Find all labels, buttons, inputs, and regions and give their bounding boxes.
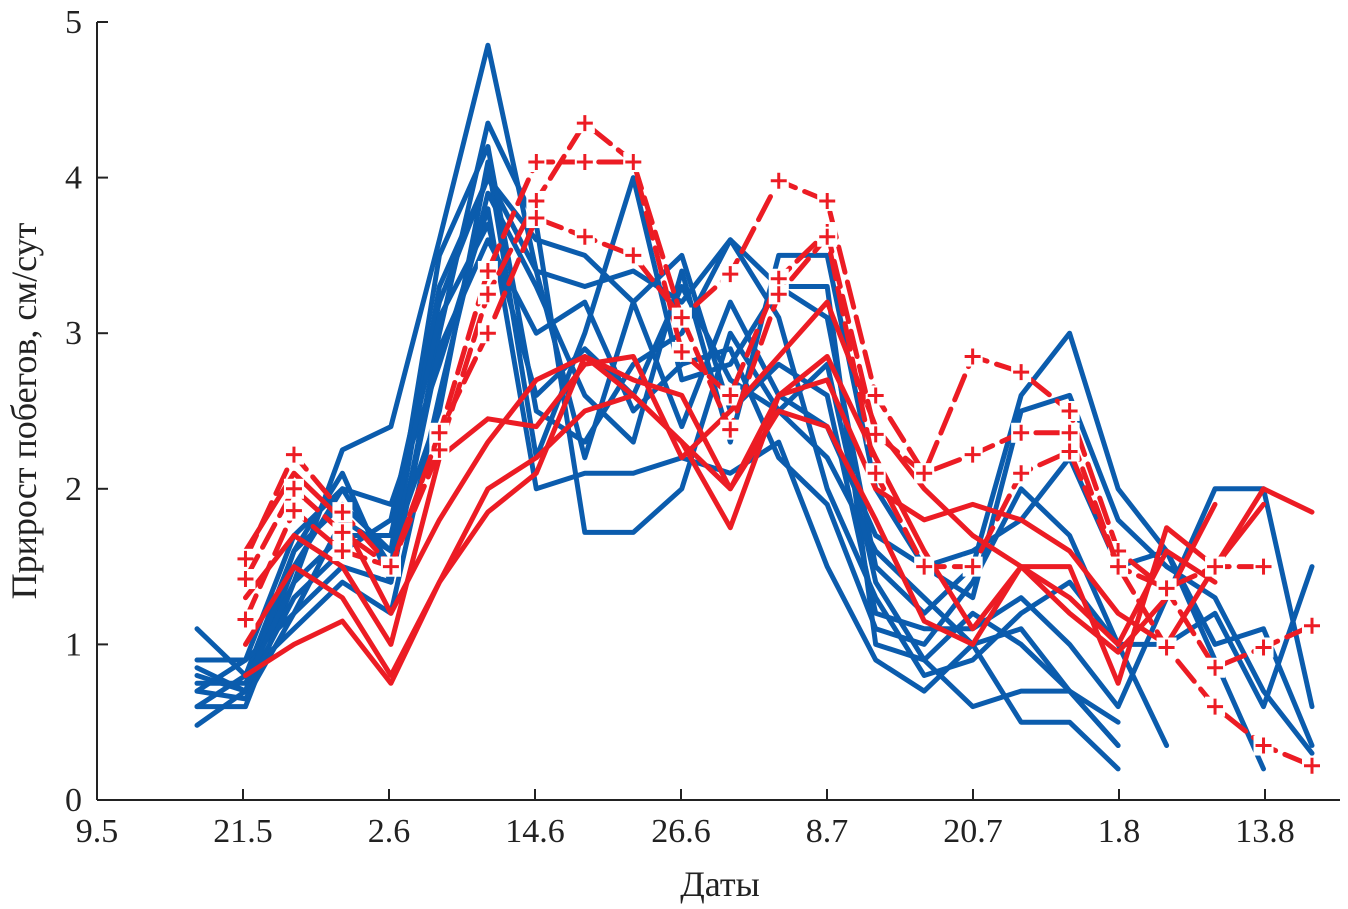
series-blue-6	[194, 144, 1170, 748]
x-tick-label: 8.7	[806, 813, 849, 850]
series-line	[243, 354, 1266, 647]
data-point-marker	[477, 284, 498, 305]
series-line	[194, 159, 1266, 772]
data-point-marker	[283, 500, 304, 521]
data-point-marker	[283, 444, 304, 465]
y-tick-label: 2	[65, 471, 82, 508]
x-tick-label: 2.6	[368, 813, 411, 850]
x-tick-label: 14.6	[505, 813, 565, 850]
data-point-marker	[623, 152, 644, 173]
data-point-marker	[574, 226, 595, 247]
data-point-marker	[1302, 755, 1322, 776]
data-point-marker	[526, 190, 547, 211]
series-line	[243, 299, 1218, 647]
data-point-marker	[1059, 441, 1080, 462]
data-point-marker	[817, 190, 838, 211]
data-point-marker	[914, 556, 935, 577]
y-tick-label: 0	[65, 782, 82, 819]
data-point-marker	[720, 264, 741, 285]
series-red-12	[243, 354, 1266, 647]
x-axis-label: Даты	[680, 864, 760, 904]
data-point-marker	[1011, 463, 1032, 484]
data-point-marker	[283, 478, 304, 499]
data-point-marker	[1253, 637, 1274, 658]
data-point-marker	[429, 422, 450, 443]
y-tick-label: 4	[65, 160, 82, 197]
series-blue-4	[194, 206, 1121, 748]
series-line	[194, 175, 1315, 710]
x-tick-label: 21.5	[213, 813, 273, 850]
x-ticks: 9.5 21.5 2.6 14.6 26.6 8.7 20.7 1.8 13.8	[76, 789, 1295, 850]
series-line	[194, 206, 1121, 748]
series-red-13	[243, 299, 1218, 647]
data-point-marker	[1156, 578, 1177, 599]
data-point-marker	[720, 419, 741, 440]
data-point-marker	[235, 569, 256, 590]
data-point-marker	[526, 208, 547, 229]
series-red-16	[235, 208, 1274, 630]
x-tick-label: 1.8	[1098, 813, 1141, 850]
data-point-marker	[1011, 422, 1032, 443]
plot-area	[194, 42, 1322, 776]
y-ticks: 0 1 2 3 4 5	[65, 4, 108, 819]
data-point-marker	[720, 385, 741, 406]
data-point-marker	[817, 226, 838, 247]
x-tick-label: 20.7	[943, 813, 1003, 850]
data-point-marker	[962, 556, 983, 577]
data-point-marker	[574, 113, 595, 134]
data-point-marker	[914, 463, 935, 484]
series-blue-2	[194, 159, 1266, 772]
data-point-marker	[671, 307, 692, 328]
data-point-marker	[623, 245, 644, 266]
data-point-marker	[1059, 401, 1080, 421]
data-point-marker	[235, 548, 256, 569]
data-point-marker	[768, 284, 789, 305]
data-point-marker	[962, 346, 983, 367]
data-point-marker	[1205, 657, 1226, 678]
data-point-marker	[574, 152, 595, 173]
series-blue-3	[194, 175, 1315, 710]
x-tick-label: 9.5	[76, 813, 119, 850]
data-point-marker	[1253, 556, 1274, 577]
x-tick-label: 26.6	[651, 813, 711, 850]
data-point-marker	[1302, 615, 1322, 636]
data-point-marker	[671, 341, 692, 362]
data-point-marker	[1253, 735, 1274, 756]
series-line	[243, 354, 1315, 686]
data-point-marker	[865, 385, 886, 406]
series-line	[194, 144, 1170, 748]
data-point-marker	[526, 152, 547, 173]
data-point-marker	[477, 323, 498, 344]
data-point-marker	[332, 541, 353, 562]
data-point-marker	[768, 268, 789, 289]
data-point-marker	[1205, 556, 1226, 577]
y-axis-label: Прирост побегов, см/сут	[4, 222, 44, 599]
series-red-11	[243, 354, 1315, 686]
data-point-marker	[332, 522, 353, 543]
data-point-marker	[1205, 696, 1226, 717]
y-tick-label: 3	[65, 315, 82, 352]
y-tick-label: 1	[65, 626, 82, 663]
data-point-marker	[1059, 422, 1080, 443]
series-line	[243, 215, 1266, 622]
data-point-marker	[235, 609, 256, 630]
data-point-marker	[1156, 637, 1177, 658]
x-tick-label: 13.8	[1235, 813, 1295, 850]
data-point-marker	[380, 556, 401, 577]
data-point-marker	[332, 502, 353, 523]
data-point-marker	[1011, 362, 1032, 383]
data-point-marker	[1108, 556, 1129, 577]
data-point-marker	[768, 170, 789, 191]
y-tick-label: 5	[65, 4, 82, 41]
data-point-marker	[865, 463, 886, 484]
data-point-marker	[477, 260, 498, 281]
data-point-marker	[962, 444, 983, 465]
